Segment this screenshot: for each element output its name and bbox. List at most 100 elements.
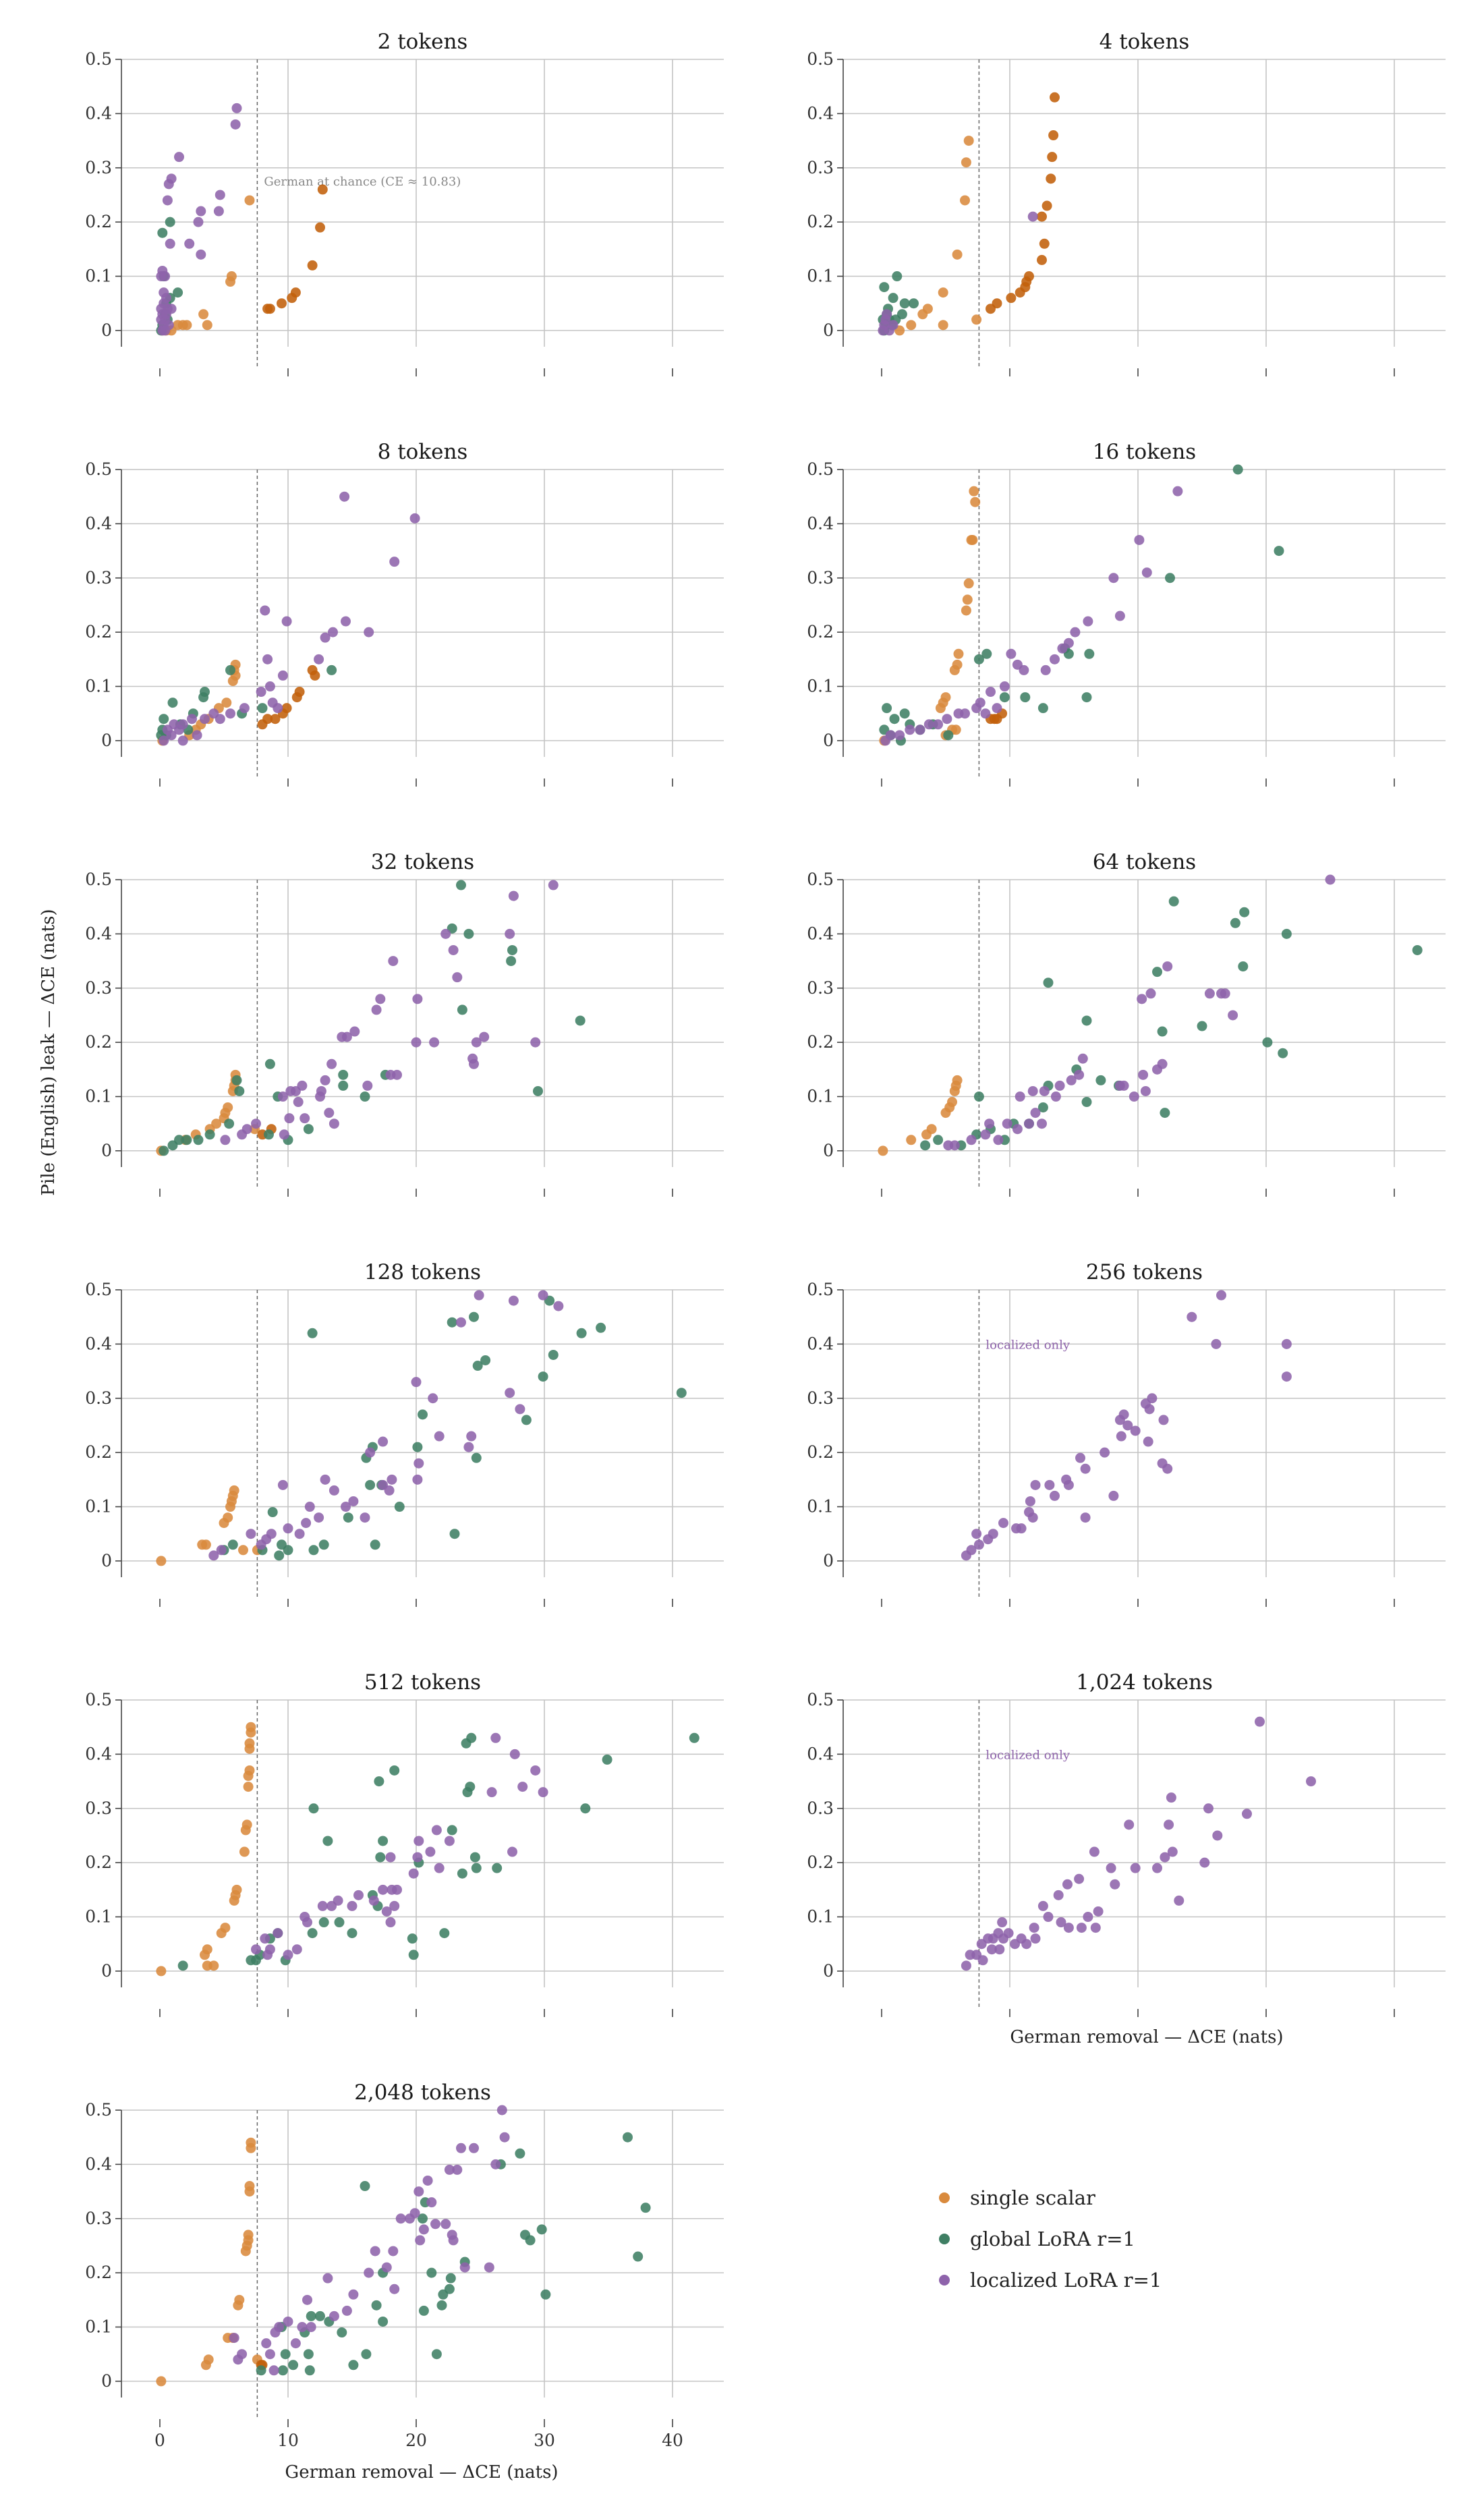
data-point (388, 2246, 399, 2257)
data-point (412, 994, 423, 1004)
data-point (440, 928, 451, 939)
data-point (374, 1776, 384, 1787)
data-point (343, 1512, 353, 1523)
data-point (436, 2300, 447, 2310)
data-point (378, 1436, 389, 1447)
data-point (257, 703, 268, 714)
data-point (496, 2105, 507, 2116)
data-point (301, 1518, 312, 1529)
data-point (920, 1140, 931, 1151)
data-point (320, 1075, 331, 1085)
data-point (370, 2246, 380, 2257)
data-point (1114, 1080, 1125, 1091)
panel-32-tokens: 0 0.1 0.2 0.3 0.4 0.5 32 tokens (85, 850, 724, 1197)
y-tick-label: 0.1 (85, 1497, 112, 1516)
data-point (969, 486, 979, 497)
data-point (1030, 1479, 1041, 1490)
data-point (251, 1944, 261, 1955)
data-point (509, 1749, 520, 1759)
data-point (317, 1900, 328, 1911)
data-point (943, 730, 954, 741)
data-point (371, 1004, 382, 1015)
data-point (277, 298, 287, 309)
data-point (963, 136, 974, 146)
y-tick-label: 0.3 (85, 978, 112, 998)
data-point (294, 1529, 305, 1539)
data-point (361, 2349, 372, 2360)
data-point (246, 1529, 256, 1539)
data-point (1002, 1118, 1012, 1129)
data-point (375, 1852, 386, 1863)
data-point (492, 1863, 503, 1873)
panel-title: 4 tokens (1100, 30, 1190, 54)
data-point (1255, 1716, 1265, 1727)
data-point (413, 1458, 424, 1469)
data-point (909, 298, 919, 309)
data-point (906, 1135, 917, 1145)
y-tick-label: 0.4 (807, 1334, 834, 1353)
data-point (337, 1031, 347, 1042)
y-tick-label: 0.5 (807, 1280, 834, 1299)
data-point (973, 1539, 984, 1550)
data-point (952, 249, 963, 260)
data-point (1140, 1085, 1151, 1096)
data-point (517, 1782, 528, 1792)
series-localized-lora-r-1 (208, 1290, 564, 1561)
data-point (471, 1863, 482, 1873)
data-point (1044, 1479, 1055, 1490)
data-point (288, 2360, 299, 2371)
y-tick-label: 0.5 (807, 49, 834, 69)
data-point (213, 206, 224, 217)
data-point (1232, 464, 1243, 475)
data-point (1043, 977, 1054, 988)
data-point (1106, 1863, 1116, 1873)
data-point (1050, 1490, 1060, 1501)
data-point (364, 2267, 374, 2278)
series-localized-lora-r-1 (943, 874, 1336, 1151)
panel-title: 1,024 tokens (1076, 1670, 1213, 1695)
data-point (471, 1037, 482, 1048)
data-point (165, 238, 175, 249)
data-point (348, 2289, 359, 2300)
data-point (1242, 1809, 1252, 1819)
y-tick-label: 0.3 (807, 158, 834, 177)
y-tick-label: 0.2 (807, 622, 834, 642)
series-localized-lora-r-1 (961, 1290, 1292, 1561)
data-point (1081, 1015, 1092, 1026)
data-point (1061, 1474, 1072, 1485)
data-point (430, 2219, 440, 2230)
data-point (360, 1091, 370, 1102)
series-localized-lora-r-1 (229, 2105, 510, 2376)
data-point (1274, 546, 1284, 557)
data-point (973, 1091, 984, 1102)
y-tick-label: 0.1 (807, 1087, 834, 1106)
data-point (159, 735, 169, 746)
y-tick-label: 0.3 (85, 2209, 112, 2228)
data-point (1281, 1371, 1292, 1382)
data-point (915, 725, 925, 735)
data-point (277, 1539, 287, 1550)
data-point (943, 1140, 954, 1151)
data-point (328, 627, 338, 637)
data-point (283, 2316, 293, 2327)
data-point (1024, 1118, 1034, 1129)
data-point (1015, 1091, 1025, 1102)
data-point (1047, 152, 1058, 163)
data-point (394, 1502, 405, 1512)
data-point (1306, 1776, 1316, 1787)
data-point (156, 271, 167, 282)
data-point (314, 654, 324, 664)
panel-title: 128 tokens (364, 1260, 481, 1284)
y-tick-label: 0.3 (85, 158, 112, 177)
data-point (281, 616, 292, 627)
data-point (1141, 567, 1152, 578)
data-point (277, 670, 288, 681)
data-point (980, 1129, 991, 1140)
data-point (1281, 928, 1292, 939)
data-point (174, 725, 184, 735)
data-point (198, 309, 209, 320)
panel-512-tokens: 0 0.1 0.2 0.3 0.4 0.5 512 tokens (85, 1670, 724, 2017)
series-localized-lora-r-1 (156, 103, 242, 336)
panel-title: 32 tokens (371, 850, 474, 874)
data-point (177, 1960, 188, 1971)
